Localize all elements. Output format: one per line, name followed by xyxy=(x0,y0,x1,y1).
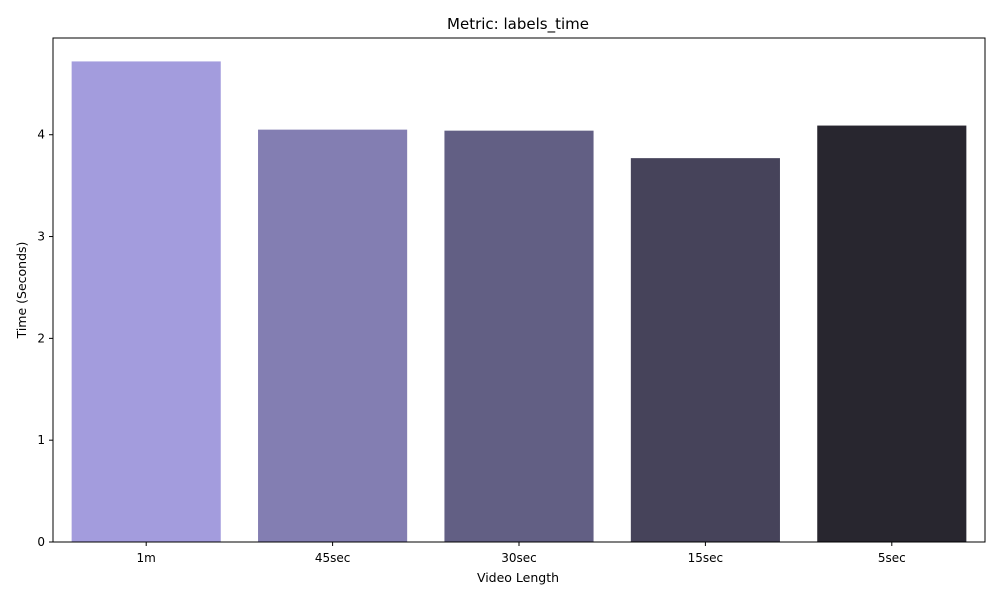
bar-1m xyxy=(71,61,221,542)
y-tick-label: 2 xyxy=(37,331,45,345)
x-tick-label: 1m xyxy=(137,551,156,565)
x-tick-label: 5sec xyxy=(878,551,906,565)
x-tick-label: 15sec xyxy=(688,551,724,565)
y-axis: 0 1 2 3 4 xyxy=(37,128,53,549)
y-tick-label: 1 xyxy=(37,433,45,447)
bars-group xyxy=(71,61,967,543)
y-tick-label: 4 xyxy=(37,128,45,142)
chart-title: Metric: labels_time xyxy=(447,15,589,34)
bar-30sec xyxy=(444,130,594,542)
y-tick-label: 0 xyxy=(37,535,45,549)
x-axis: 1m 45sec 30sec 15sec 5sec xyxy=(137,542,906,565)
bar-5sec xyxy=(817,125,967,543)
bar-45sec xyxy=(258,129,408,543)
x-tick-label: 30sec xyxy=(501,551,537,565)
x-tick-label: 45sec xyxy=(315,551,351,565)
bar-15sec xyxy=(630,158,780,543)
y-axis-label: Time (Seconds) xyxy=(14,242,29,340)
x-axis-label: Video Length xyxy=(477,570,559,585)
y-tick-label: 3 xyxy=(37,230,45,244)
